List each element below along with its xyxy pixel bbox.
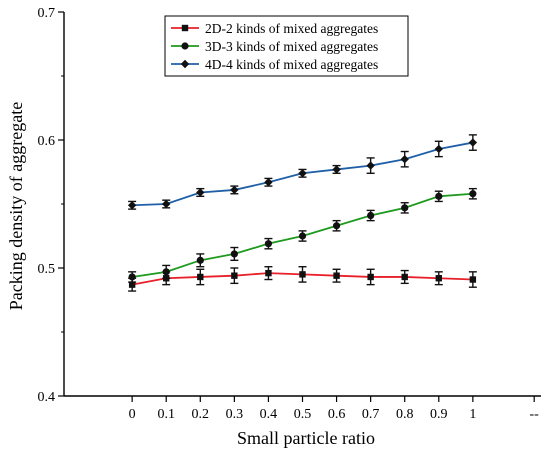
x-tick-label: 0.5 (294, 407, 312, 422)
legend-label: 3D-3 kinds of mixed aggregates (205, 39, 378, 54)
data-point (298, 232, 307, 240)
legend-marker (180, 59, 190, 69)
data-point (332, 222, 341, 230)
data-point (128, 273, 136, 281)
data-point (264, 178, 273, 187)
data-point (435, 275, 442, 282)
data-point (468, 138, 478, 147)
data-point (162, 268, 170, 276)
data-point (299, 271, 306, 278)
y-tick-label: 0.5 (38, 262, 56, 277)
x-tick-label: 0.6 (328, 407, 346, 422)
series-1 (128, 266, 477, 292)
data-point (366, 161, 375, 170)
data-point (400, 155, 409, 164)
legend-box (164, 15, 409, 77)
data-point (469, 276, 477, 283)
x-tick-label: 0.1 (157, 407, 175, 422)
y-tick-label: 0.7 (38, 6, 56, 21)
data-point (435, 192, 443, 200)
data-point (196, 188, 205, 197)
legend-item: 2D-2 kinds of mixed aggregates (171, 21, 378, 36)
x-tick-label: -- (530, 407, 540, 422)
legend-label: 4D-4 kinds of mixed aggregates (205, 57, 378, 72)
x-tick-label: 0.4 (260, 407, 278, 422)
legend-item: 4D-4 kinds of mixed aggregates (171, 57, 378, 72)
y-axis-label: Packing density of aggregate (6, 102, 26, 310)
legend-label: 2D-2 kinds of mixed aggregates (205, 21, 378, 36)
x-tick-label: 0.8 (396, 407, 414, 422)
data-point (230, 185, 239, 195)
legend-marker (181, 24, 189, 32)
x-axis-ticks: 0 0.1 0.2 0.3 0.4 0.5 0.6 0.7 0.8 0.9 1 -- (129, 396, 540, 422)
data-point (231, 272, 238, 279)
x-axis-label: Small particle ratio (237, 428, 375, 448)
data-point (196, 256, 204, 264)
x-tick-label: 0.2 (192, 407, 210, 422)
data-point (401, 204, 409, 212)
data-point (265, 269, 272, 277)
data-point (128, 281, 136, 288)
legend-item: 3D-3 kinds of mixed aggregates (171, 39, 378, 54)
y-tick-label: 0.6 (38, 134, 56, 149)
y-tick-label: 0.4 (38, 390, 56, 405)
x-tick-label: 0.3 (226, 407, 244, 422)
data-point (162, 199, 171, 209)
data-point (298, 169, 307, 178)
legend: 2D-2 kinds of mixed aggregates 3D-3 kinds… (164, 15, 409, 77)
data-point (469, 190, 477, 198)
data-point (127, 201, 137, 210)
data-point (333, 272, 340, 279)
data-point (434, 144, 443, 154)
x-tick-label: 1 (469, 407, 476, 422)
data-point (332, 165, 341, 174)
data-point (367, 273, 374, 281)
x-tick-label: 0.9 (430, 407, 448, 422)
data-point (367, 211, 375, 220)
x-tick-label: 0 (129, 407, 136, 422)
data-point (401, 273, 408, 281)
y-axis-ticks: 0.4 0.5 0.6 0.7 (38, 6, 64, 405)
legend-marker (181, 42, 189, 50)
data-point (230, 250, 238, 258)
x-tick-label: 0.7 (362, 407, 380, 422)
series-2 (128, 187, 477, 283)
data-point (197, 273, 204, 281)
series-layer (127, 134, 478, 292)
series-3 (127, 134, 478, 210)
data-point (264, 240, 273, 248)
